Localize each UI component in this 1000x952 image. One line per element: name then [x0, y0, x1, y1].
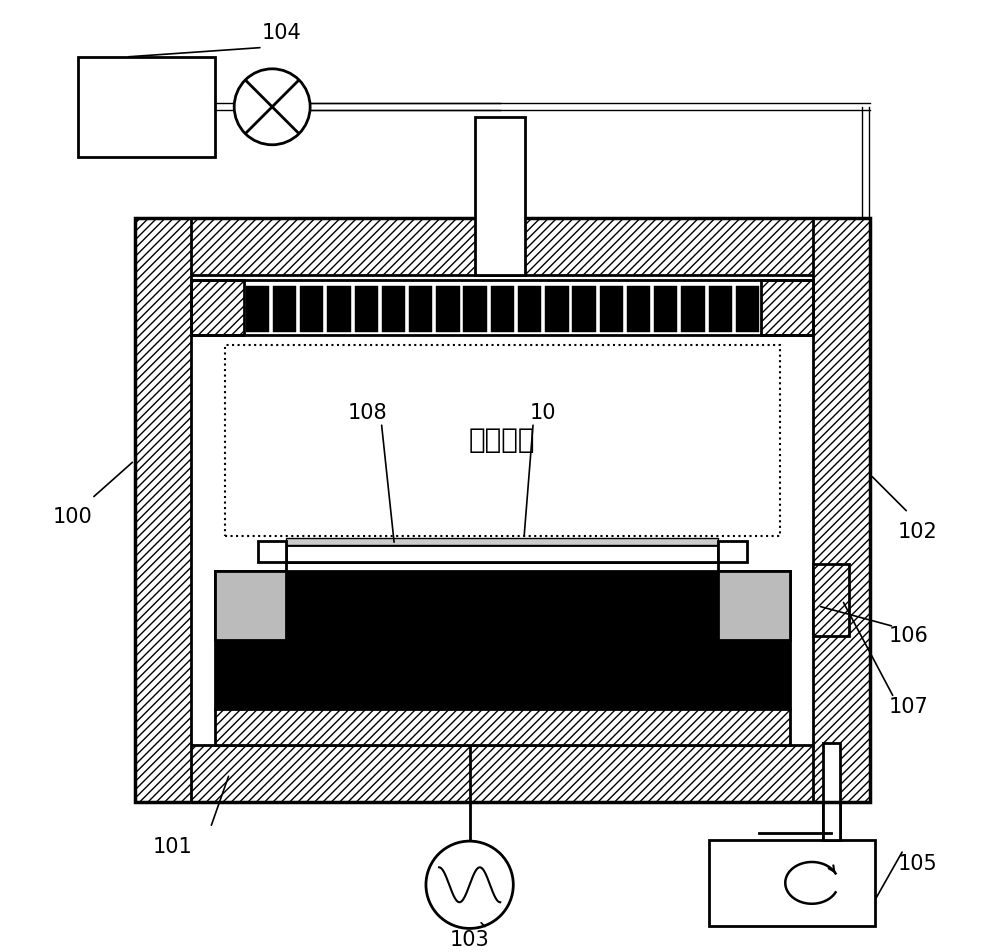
- Bar: [627, 286, 650, 332]
- Bar: [681, 286, 705, 332]
- Circle shape: [426, 842, 513, 928]
- Text: 107: 107: [888, 697, 928, 717]
- Bar: [191, 280, 813, 335]
- Bar: [300, 286, 323, 332]
- Bar: [709, 841, 875, 925]
- Bar: [135, 218, 870, 275]
- Bar: [736, 286, 759, 332]
- Text: 10: 10: [529, 403, 556, 423]
- Bar: [78, 57, 215, 157]
- Text: 等离子体: 等离子体: [469, 426, 536, 454]
- Bar: [718, 541, 747, 562]
- Bar: [545, 286, 569, 332]
- Bar: [823, 803, 840, 841]
- Bar: [518, 286, 541, 332]
- Bar: [409, 286, 432, 332]
- Text: 104: 104: [262, 23, 302, 43]
- Bar: [286, 562, 718, 571]
- Bar: [215, 571, 286, 641]
- Text: 108: 108: [347, 403, 387, 423]
- Bar: [654, 286, 677, 332]
- Bar: [572, 286, 596, 332]
- Bar: [286, 545, 718, 562]
- Text: 100: 100: [53, 507, 93, 527]
- Bar: [215, 709, 790, 745]
- Bar: [436, 286, 460, 332]
- Bar: [286, 538, 718, 545]
- Bar: [135, 218, 870, 803]
- Bar: [382, 286, 405, 332]
- Text: 102: 102: [898, 522, 938, 542]
- Bar: [463, 286, 487, 332]
- Bar: [246, 286, 269, 332]
- Bar: [813, 218, 870, 803]
- Bar: [244, 280, 761, 335]
- Bar: [191, 280, 244, 335]
- Bar: [258, 541, 286, 562]
- Bar: [600, 286, 623, 332]
- Bar: [823, 744, 840, 863]
- Text: 105: 105: [898, 854, 938, 874]
- Bar: [135, 745, 870, 803]
- Text: 103: 103: [450, 930, 489, 950]
- Bar: [191, 275, 813, 745]
- Bar: [718, 571, 790, 641]
- Text: 106: 106: [888, 626, 928, 646]
- Bar: [225, 345, 780, 536]
- Bar: [475, 117, 525, 275]
- Bar: [135, 218, 191, 803]
- Bar: [491, 286, 514, 332]
- Text: 101: 101: [153, 837, 192, 857]
- Bar: [215, 571, 790, 709]
- Bar: [761, 280, 813, 335]
- Bar: [813, 565, 849, 636]
- Bar: [709, 286, 732, 332]
- Bar: [273, 286, 296, 332]
- Bar: [355, 286, 378, 332]
- Bar: [327, 286, 351, 332]
- Circle shape: [234, 69, 310, 145]
